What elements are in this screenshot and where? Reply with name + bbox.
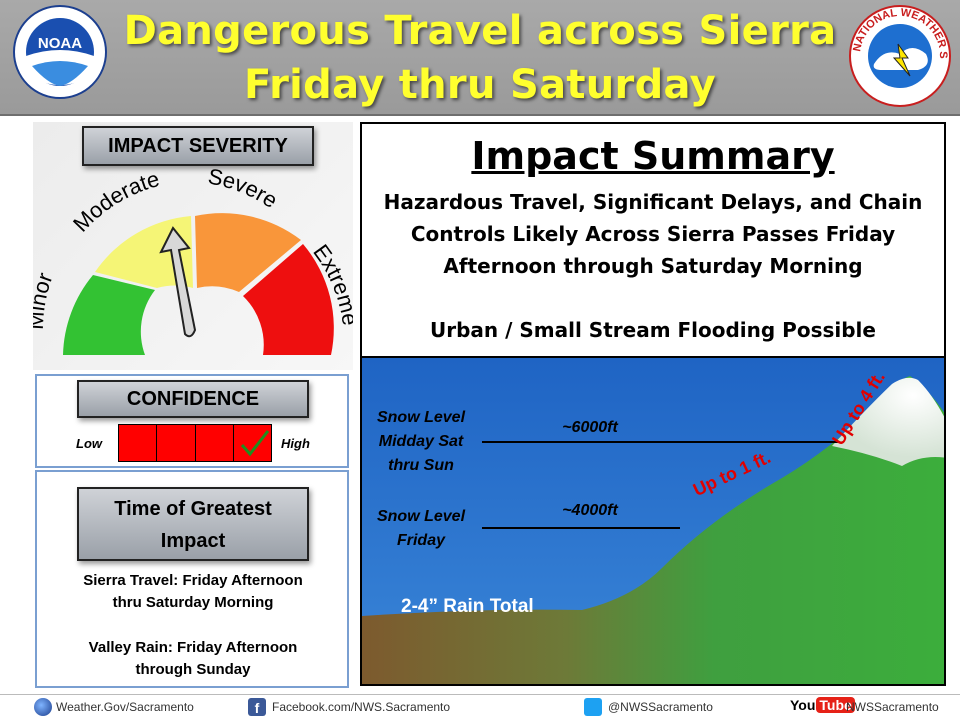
mountain: [362, 376, 944, 684]
confidence-segment-1: [119, 425, 158, 461]
globe-icon: [34, 698, 52, 716]
time-of-impact-label: Time of Greatest Impact: [77, 487, 309, 561]
severity-severe-label: Severe: [206, 164, 282, 213]
time-label-line1: Time of Greatest: [114, 498, 272, 520]
checkmark-icon: [240, 430, 269, 457]
severity-severe-segment: [195, 213, 301, 292]
snowcap: [832, 377, 944, 466]
snow-level-weekend-label: Snow Level Midday Sat thru Sun: [376, 409, 466, 474]
confidence-low-label: Low: [76, 436, 102, 451]
time-label-line2: Impact: [160, 530, 226, 552]
confidence-segment-2: [157, 425, 196, 461]
snow-level-friday-label: Snow Level Friday: [376, 508, 466, 549]
page-title-line1: Dangerous Travel across Sierra: [123, 8, 837, 54]
svg-text:Minor: Minor: [33, 269, 57, 330]
severity-minor-segment: [63, 275, 155, 355]
svg-text:Severe: Severe: [206, 164, 282, 213]
severity-extreme-segment: [243, 244, 334, 355]
confidence-segment-4: [233, 425, 271, 461]
website-link[interactable]: Weather.Gov/Sacramento: [56, 700, 194, 714]
impact-severity-label: IMPACT SEVERITY: [82, 126, 314, 166]
twitter-icon: [584, 698, 602, 716]
confidence-scale: [118, 424, 272, 462]
rain-total-label: 2-4” Rain Total: [401, 596, 534, 617]
facebook-icon: f: [248, 698, 266, 716]
severity-gauge: Minor Moderate Severe Extreme: [33, 164, 353, 355]
summary-line-2: Controls Likely Across Sierra Passes Fri…: [410, 222, 896, 246]
severity-moderate-segment: [95, 216, 193, 288]
sierra-travel-timing: Sierra Travel: Friday Afternoon thru Sat…: [83, 572, 303, 611]
nws-logo: NATIONAL WEATHER SERVICE: [848, 4, 951, 107]
mountain-snow-illustration: [360, 356, 946, 686]
header-banner: [0, 0, 960, 116]
twitter-link[interactable]: @NWSSacramento: [608, 700, 713, 714]
severity-moderate-label: Moderate: [68, 166, 162, 237]
severity-needle: [159, 226, 197, 338]
noaa-logo-text: NOAA: [38, 35, 82, 52]
valley-rain-timing: Valley Rain: Friday Afternoon through Su…: [88, 639, 298, 678]
youtube-icon: You Tube: [790, 697, 855, 713]
facebook-link[interactable]: Facebook.com/NWS.Sacramento: [272, 700, 451, 714]
confidence-segment-3: [195, 425, 234, 461]
summary-line-1: Hazardous Travel, Significant Delays, an…: [383, 190, 923, 214]
snow-level-4000-value: ~4000ft: [562, 502, 618, 519]
summary-line-4: Urban / Small Stream Flooding Possible: [430, 318, 876, 342]
youtube-link[interactable]: NWSSacramento: [846, 700, 939, 714]
impact-summary-title: Impact Summary: [471, 134, 835, 178]
snow-level-6000-value: ~6000ft: [562, 419, 618, 436]
footer-bar: [0, 694, 960, 720]
svg-text:Moderate: Moderate: [68, 166, 162, 237]
confidence-label: CONFIDENCE: [77, 380, 309, 418]
confidence-high-label: High: [281, 436, 310, 451]
page-title-line2: Friday thru Saturday: [244, 62, 716, 108]
noaa-logo: NOAA: [13, 5, 107, 99]
summary-line-3: Afternoon through Saturday Morning: [443, 254, 863, 278]
severity-minor-label: Minor: [33, 269, 57, 330]
